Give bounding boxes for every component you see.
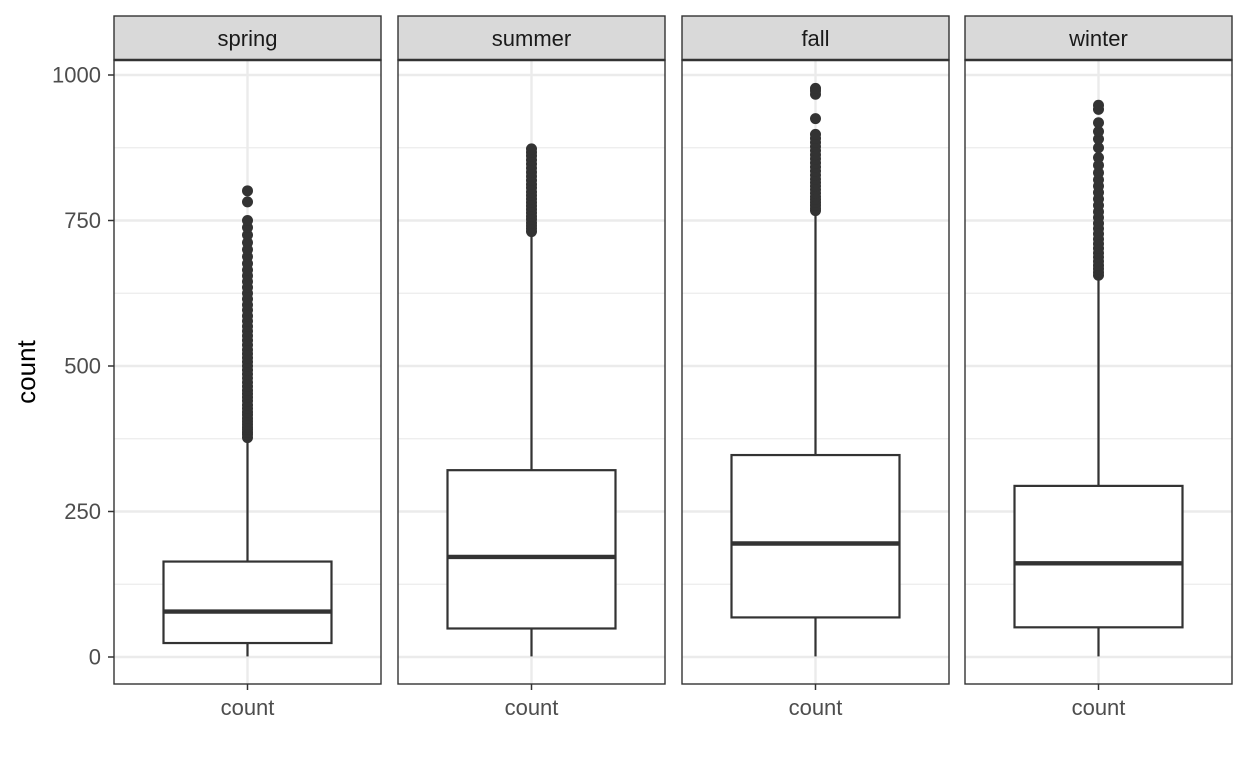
outlier-point	[242, 185, 253, 197]
y-tick-label: 250	[64, 499, 101, 524]
outlier-point	[810, 128, 821, 140]
x-tick-label: count	[221, 695, 275, 720]
strip-label: spring	[218, 26, 278, 51]
axis-layer: 0 250 500 750 1000	[52, 63, 114, 670]
y-tick-label: 750	[64, 208, 101, 233]
x-tick-label: count	[789, 695, 843, 720]
x-tick-label: count	[1072, 695, 1126, 720]
outlier-point	[1093, 117, 1104, 129]
strip-label: winter	[1068, 26, 1128, 51]
strip-background	[397, 15, 666, 61]
outlier-point	[242, 196, 253, 208]
outlier-point	[242, 215, 253, 226]
outlier-point	[1093, 133, 1104, 145]
outlier-point	[1093, 167, 1104, 179]
outlier-point	[1093, 99, 1104, 111]
y-tick-label: 0	[89, 645, 101, 670]
outlier-point	[242, 237, 253, 249]
panel-fall: fall count	[681, 15, 950, 720]
y-tick-label: 1000	[52, 63, 101, 88]
strip-label: fall	[801, 26, 829, 51]
outlier-point	[1093, 152, 1104, 164]
outlier-point	[1093, 142, 1104, 154]
y-tick-label: 500	[64, 354, 101, 379]
iqr-box	[446, 469, 617, 630]
iqr-box	[162, 560, 333, 645]
outlier-point	[242, 229, 253, 241]
panel-layer: spring count summer count fall count winter cou…	[113, 15, 1233, 720]
strip-label: summer	[492, 26, 571, 51]
iqr-box	[1013, 484, 1184, 629]
iqr-box	[730, 453, 901, 619]
panel-spring: spring count	[113, 15, 382, 720]
strip-background	[681, 15, 950, 61]
panel-winter: winter count	[964, 15, 1233, 720]
outlier-point	[526, 143, 537, 155]
outlier-point	[810, 82, 821, 94]
strip-background	[964, 15, 1233, 61]
strip-background	[113, 15, 382, 61]
y-axis-title: count	[11, 339, 41, 403]
outlier-point	[1093, 159, 1104, 171]
x-tick-label: count	[505, 695, 559, 720]
outlier-point	[810, 113, 821, 125]
outlier-point	[1093, 125, 1104, 137]
panel-summer: summer count	[397, 15, 666, 720]
